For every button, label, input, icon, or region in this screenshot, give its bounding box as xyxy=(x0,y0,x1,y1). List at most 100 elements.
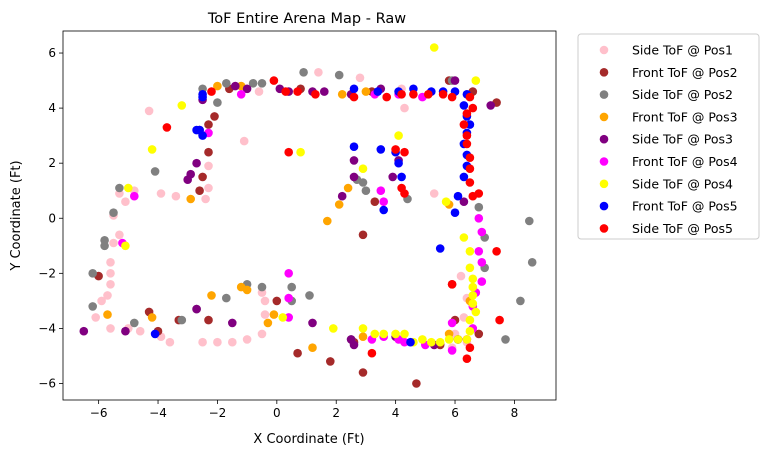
data-point xyxy=(135,326,145,336)
data-point xyxy=(213,81,222,91)
data-point xyxy=(453,335,463,344)
data-point xyxy=(418,335,427,344)
data-point xyxy=(456,271,466,281)
data-point xyxy=(109,238,118,248)
data-point xyxy=(305,291,314,300)
data-point xyxy=(210,112,219,121)
data-point xyxy=(326,357,335,366)
data-point xyxy=(412,379,421,388)
data-point xyxy=(400,337,409,347)
legend: Side ToF @ Pos1 Front ToF @ Pos2 Side ToF … xyxy=(577,33,760,240)
data-point xyxy=(130,191,139,201)
data-point xyxy=(409,90,418,99)
x-tick-label: 2 xyxy=(332,406,340,420)
data-point xyxy=(242,285,252,295)
data-point xyxy=(435,244,445,253)
data-point xyxy=(474,202,484,212)
data-point xyxy=(358,332,368,342)
legend-marker xyxy=(599,201,609,211)
data-point xyxy=(213,98,222,107)
data-point xyxy=(474,214,484,223)
data-point xyxy=(329,324,338,333)
legend-marker xyxy=(599,224,609,233)
data-point xyxy=(198,92,207,102)
data-point xyxy=(367,348,377,358)
data-point xyxy=(406,337,415,347)
y-tick-label: −6 xyxy=(38,376,56,390)
data-point xyxy=(254,87,264,96)
data-point xyxy=(204,183,213,193)
data-point xyxy=(284,147,294,157)
data-point xyxy=(308,318,317,328)
data-point xyxy=(257,282,267,292)
data-point xyxy=(424,90,433,99)
data-point xyxy=(465,178,475,187)
data-point xyxy=(447,280,457,289)
legend-label: Side ToF @ Pos5 xyxy=(632,221,733,236)
legend-label: Side ToF @ Pos4 xyxy=(632,176,733,191)
legend-marker xyxy=(599,90,609,99)
data-point xyxy=(358,230,368,240)
data-point xyxy=(370,329,380,339)
data-point xyxy=(465,247,475,256)
data-point xyxy=(121,197,130,206)
data-point xyxy=(242,335,252,344)
data-point xyxy=(471,307,481,317)
data-point xyxy=(400,189,409,198)
data-point xyxy=(150,329,160,339)
x-tick-label: −2 xyxy=(209,406,227,420)
data-point xyxy=(248,79,258,88)
y-tick-label: 4 xyxy=(48,101,56,115)
data-point xyxy=(198,172,207,182)
data-point xyxy=(379,197,389,206)
data-point xyxy=(177,101,187,110)
data-point xyxy=(222,293,231,303)
data-point xyxy=(394,158,403,168)
legend-marker xyxy=(599,45,609,55)
data-point xyxy=(103,291,112,300)
legend-label: Front ToF @ Pos5 xyxy=(632,199,738,214)
data-point xyxy=(278,313,288,322)
data-point xyxy=(459,120,469,129)
data-point xyxy=(516,296,525,306)
data-point xyxy=(100,241,109,251)
data-point xyxy=(334,200,344,209)
data-point xyxy=(400,329,409,339)
data-point xyxy=(394,131,403,140)
data-point xyxy=(376,186,386,195)
data-point xyxy=(334,70,344,80)
data-point xyxy=(204,120,213,129)
legend-label: Side ToF @ Pos2 xyxy=(632,87,733,102)
data-point xyxy=(438,90,448,99)
data-point xyxy=(204,147,213,157)
data-point xyxy=(171,191,181,201)
data-point xyxy=(284,313,294,322)
data-point xyxy=(343,183,353,193)
data-point xyxy=(349,84,359,94)
data-point xyxy=(429,43,439,52)
data-point xyxy=(391,145,400,154)
data-point xyxy=(323,216,332,226)
y-tick-label: −2 xyxy=(38,266,56,280)
data-point xyxy=(207,87,216,96)
x-axis-label: X Coordinate (Ft) xyxy=(253,432,364,447)
data-point xyxy=(106,280,115,289)
data-point xyxy=(186,194,195,204)
y-tick-label: 2 xyxy=(48,156,56,170)
data-point xyxy=(435,337,445,347)
data-point xyxy=(299,68,308,77)
data-point xyxy=(97,296,106,306)
data-point xyxy=(121,326,130,336)
data-point xyxy=(213,337,222,347)
data-point xyxy=(79,326,89,336)
data-point xyxy=(441,197,451,206)
data-point xyxy=(468,291,478,300)
legend-label: Front ToF @ Pos4 xyxy=(632,154,738,169)
data-point xyxy=(124,183,133,193)
data-point xyxy=(284,293,294,303)
data-point xyxy=(337,191,347,201)
data-point xyxy=(379,329,389,339)
data-point xyxy=(236,90,246,99)
data-point xyxy=(269,76,279,85)
